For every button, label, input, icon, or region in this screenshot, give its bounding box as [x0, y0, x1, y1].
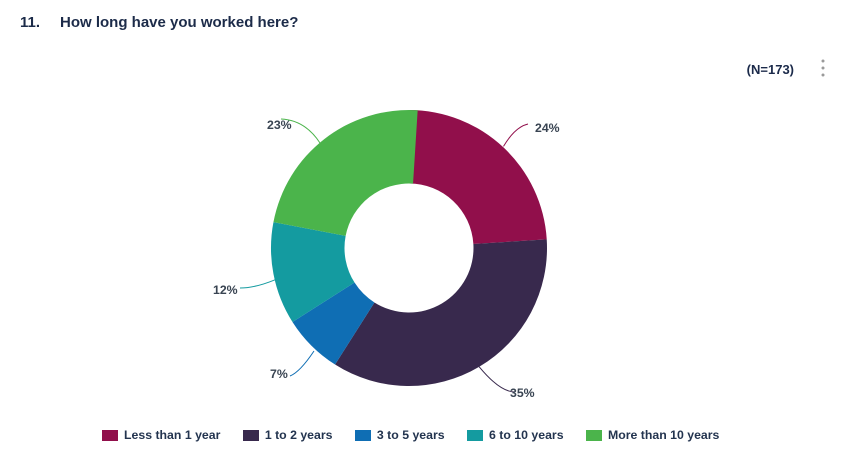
svg-text:24%: 24%: [535, 121, 560, 135]
svg-text:7%: 7%: [270, 367, 288, 381]
svg-text:35%: 35%: [510, 386, 535, 400]
svg-text:23%: 23%: [267, 118, 292, 132]
svg-text:12%: 12%: [213, 283, 238, 297]
